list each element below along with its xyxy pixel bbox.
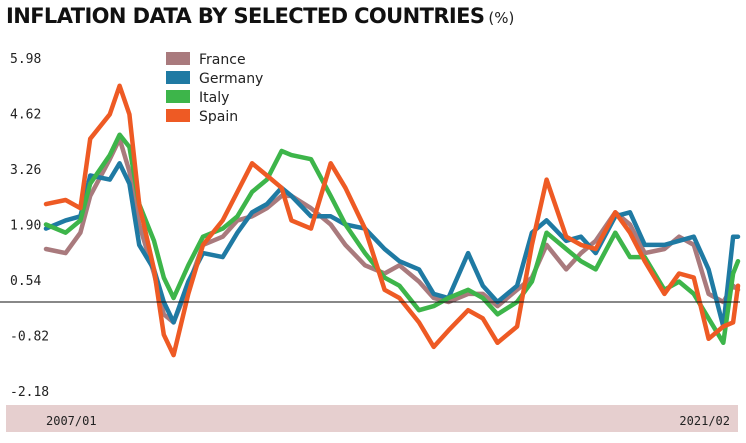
y-tick-label-3: 1.90	[10, 219, 41, 234]
legend-label-spain: Spain	[199, 109, 238, 125]
chart-title-text: INFLATION DATA BY SELECTED COUNTRIES	[6, 4, 485, 28]
legend-label-france: France	[199, 52, 246, 68]
y-tick-label-5: -0.82	[10, 330, 49, 345]
y-tick-label-6: -2.18	[10, 385, 49, 400]
legend-label-germany: Germany	[199, 71, 263, 87]
legend-label-italy: Italy	[199, 90, 229, 106]
legend-swatch-italy	[166, 90, 190, 103]
y-tick-label-4: 0.54	[10, 274, 41, 289]
legend-swatch-germany	[166, 71, 190, 84]
x-tick-label-end: 2021/02	[679, 414, 730, 428]
series-line-spain	[43, 83, 741, 358]
chart-title: INFLATION DATA BY SELECTED COUNTRIES (%)	[6, 4, 514, 28]
series-line-italy	[43, 132, 741, 346]
x-tick-label-start: 2007/01	[46, 414, 97, 428]
y-tick-label-1: 4.62	[10, 108, 41, 123]
legend-swatch-france	[166, 52, 190, 65]
chart-unit: (%)	[488, 9, 515, 27]
y-tick-label-0: 5.98	[10, 52, 41, 67]
series-line-germany	[43, 161, 741, 329]
y-tick-label-2: 3.26	[10, 163, 41, 178]
x-axis-band	[6, 405, 738, 432]
legend-swatch-spain	[166, 109, 190, 122]
